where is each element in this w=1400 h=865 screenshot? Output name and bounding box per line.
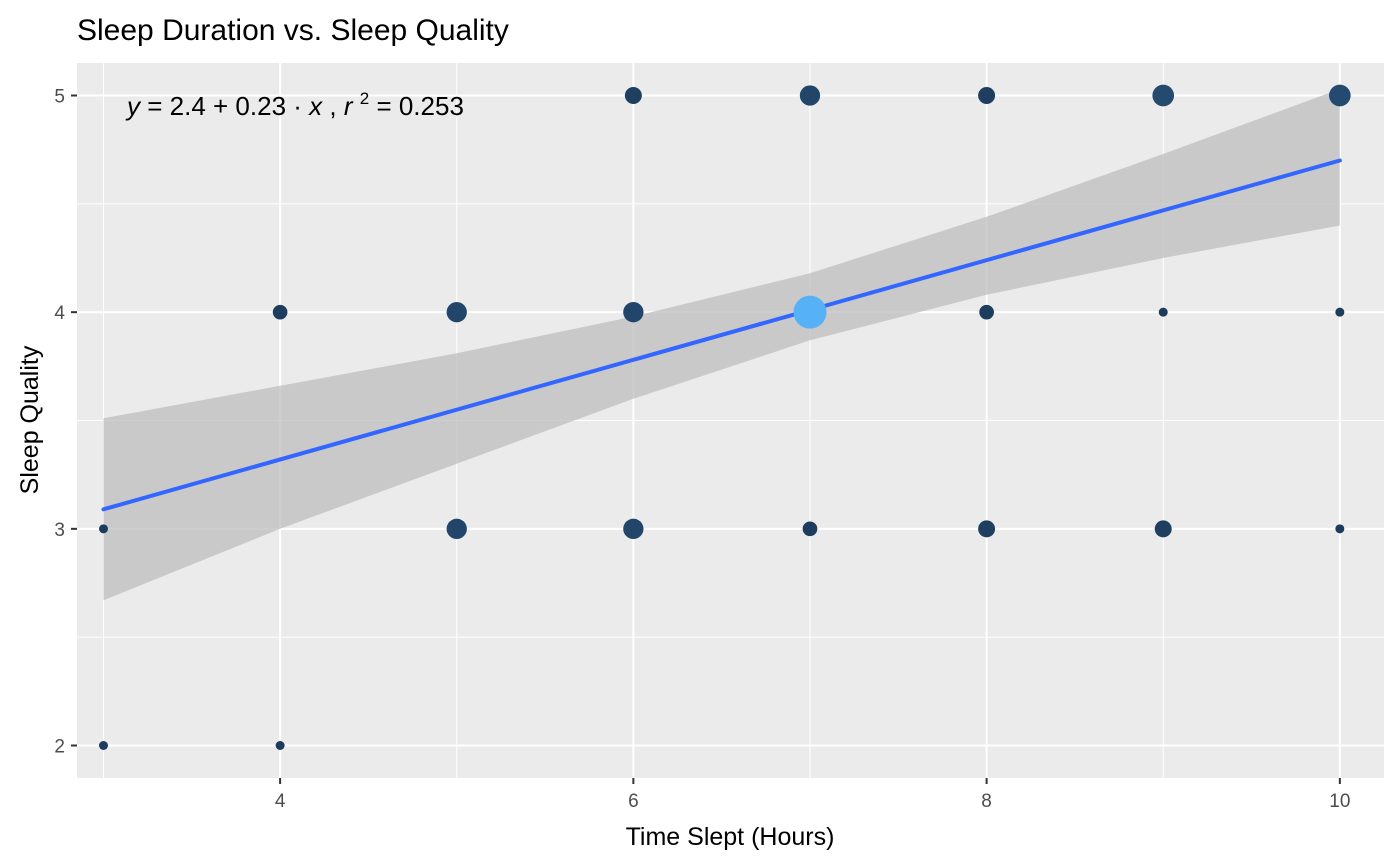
data-point bbox=[1329, 84, 1351, 107]
confidence-band bbox=[103, 89, 1340, 601]
data-point bbox=[275, 741, 285, 750]
data-point bbox=[979, 304, 994, 320]
data-point bbox=[1152, 84, 1175, 107]
data-point bbox=[802, 521, 818, 537]
data-point bbox=[799, 85, 821, 106]
eq-sep: , bbox=[329, 91, 343, 121]
eq-equals: = bbox=[147, 91, 162, 121]
data-point bbox=[98, 524, 108, 534]
y-tick-label: 2 bbox=[54, 737, 65, 758]
data-point bbox=[1335, 524, 1345, 534]
data-point bbox=[623, 302, 644, 323]
regression-equation: y = 2.4 + 0.23 · x , r 2 = 0.253 bbox=[125, 80, 464, 121]
data-point bbox=[1158, 307, 1168, 317]
x-tick-label: 10 bbox=[1329, 791, 1350, 812]
eq-rhs: 2.4 + 0.23 · bbox=[170, 91, 309, 121]
eq-y: y bbox=[125, 91, 142, 121]
y-axis-title: Sleep Quality bbox=[16, 345, 44, 494]
data-point bbox=[624, 87, 642, 104]
eq-r-exponent: 2 bbox=[360, 89, 369, 108]
data-point bbox=[446, 302, 467, 323]
eq-x: x bbox=[307, 91, 323, 121]
data-point bbox=[623, 518, 644, 539]
x-tick-label: 8 bbox=[981, 791, 992, 812]
x-axis-title: Time Slept (Hours) bbox=[626, 823, 835, 851]
data-point bbox=[272, 304, 288, 320]
data-point bbox=[98, 741, 108, 750]
chart-title: Sleep Duration vs. Sleep Quality bbox=[77, 14, 509, 47]
x-tick-label: 6 bbox=[628, 791, 639, 812]
regression-line bbox=[101, 158, 1342, 512]
y-tick-label: 5 bbox=[54, 87, 65, 108]
data-point bbox=[978, 520, 996, 538]
y-tick-label: 4 bbox=[54, 303, 65, 324]
data-point bbox=[793, 295, 827, 329]
y-tick-label: 3 bbox=[54, 520, 65, 541]
x-axis-ticks: 4 6 8 10 bbox=[275, 778, 1350, 812]
eq-r: r bbox=[344, 91, 354, 121]
data-point bbox=[1154, 520, 1172, 538]
data-point bbox=[1335, 307, 1345, 317]
eq-r-value: = 0.253 bbox=[376, 91, 463, 121]
confidence-band-area bbox=[103, 89, 1340, 601]
data-point bbox=[978, 87, 996, 104]
data-point bbox=[446, 518, 467, 539]
data-points bbox=[98, 84, 1351, 750]
y-axis-ticks: 2 3 4 5 bbox=[54, 87, 77, 758]
x-tick-label: 4 bbox=[275, 791, 286, 812]
regression-line-group bbox=[101, 158, 1342, 512]
